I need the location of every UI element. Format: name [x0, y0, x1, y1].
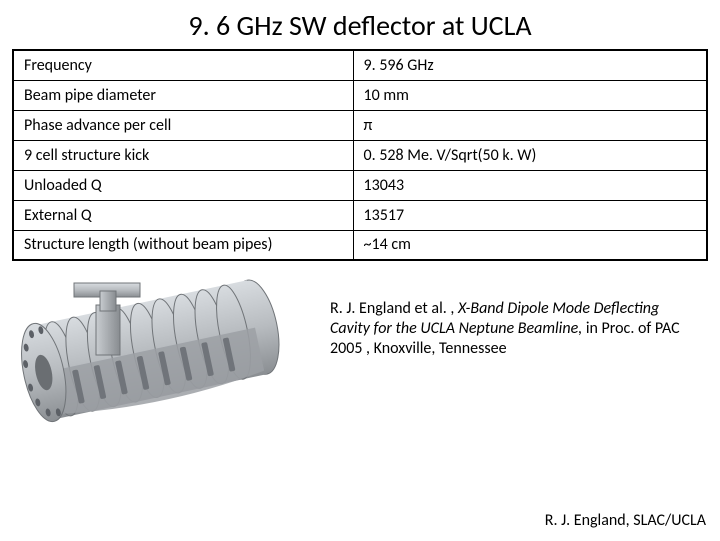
value-cell: 10 mm [353, 80, 707, 110]
value-cell: π [353, 110, 707, 140]
param-cell: External Q [13, 200, 353, 230]
param-cell: Unloaded Q [13, 170, 353, 200]
cad-render-icon [12, 265, 292, 485]
param-cell: Frequency [13, 50, 353, 80]
value-cell: 13517 [353, 200, 707, 230]
value-cell: 13043 [353, 170, 707, 200]
table-row: Beam pipe diameter 10 mm [13, 80, 707, 110]
table-row: External Q 13517 [13, 200, 707, 230]
param-cell: Phase advance per cell [13, 110, 353, 140]
param-cell: Structure length (without beam pipes) [13, 230, 353, 260]
value-cell: 9. 596 GHz [353, 50, 707, 80]
param-cell: 9 cell structure kick [13, 140, 353, 170]
table-row: 9 cell structure kick 0. 528 Me. V/Sqrt(… [13, 140, 707, 170]
value-cell: 0. 528 Me. V/Sqrt(50 k. W) [353, 140, 707, 170]
param-cell: Beam pipe diameter [13, 80, 353, 110]
page-title: 9. 6 GHz SW deflector at UCLA [0, 0, 720, 49]
citation-authors: R. J. England et al. , [330, 299, 458, 318]
citation-text: R. J. England et al. , X-Band Dipole Mod… [330, 299, 700, 359]
table-row: Unloaded Q 13043 [13, 170, 707, 200]
table-row: Structure length (without beam pipes) ~1… [13, 230, 707, 260]
table-row: Frequency 9. 596 GHz [13, 50, 707, 80]
footer-credit: R. J. England, SLAC/UCLA [545, 511, 706, 530]
lower-region: R. J. England et al. , X-Band Dipole Mod… [0, 261, 720, 541]
value-cell: ~14 cm [353, 230, 707, 260]
spec-table: Frequency 9. 596 GHz Beam pipe diameter … [12, 49, 708, 261]
table-row: Phase advance per cell π [13, 110, 707, 140]
